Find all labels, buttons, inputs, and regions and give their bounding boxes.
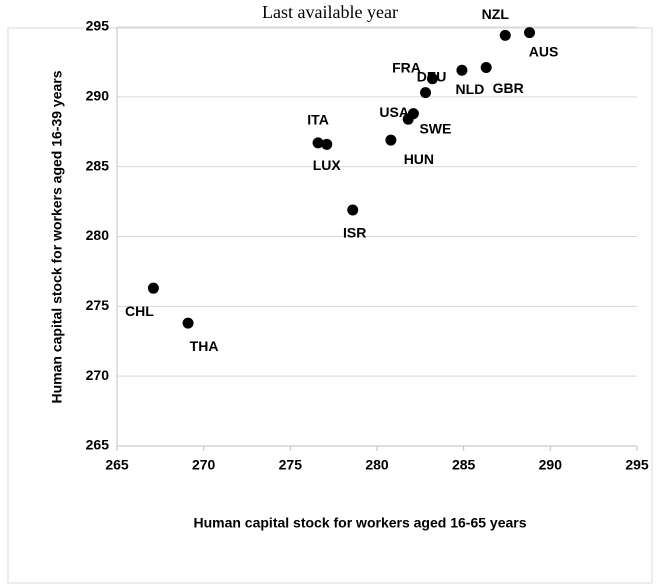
x-axis-title: Human capital stock for workers aged 16-… [193, 515, 526, 531]
point-label: HUN [404, 151, 434, 167]
point [182, 317, 194, 329]
point-label: AUS [529, 43, 559, 59]
chart-title: Last available year [262, 2, 398, 22]
x-tick-label: 280 [365, 457, 389, 473]
point [456, 64, 468, 76]
point [524, 27, 536, 39]
x-tick-label: 285 [452, 457, 476, 473]
point [426, 73, 438, 85]
point-label: SWE [419, 120, 451, 136]
point [385, 134, 397, 146]
x-tick-label: 295 [625, 457, 649, 473]
x-tick-label: 265 [105, 457, 129, 473]
y-tick-label: 265 [86, 437, 110, 453]
point [147, 282, 159, 294]
point [407, 108, 419, 120]
y-axis-title: Human capital stock for workers aged 16-… [49, 70, 65, 403]
x-tick-label: 270 [192, 457, 216, 473]
y-tick-label: 290 [86, 88, 110, 104]
y-tick-label: 285 [86, 157, 110, 173]
point-label: GBR [493, 80, 524, 96]
point [420, 87, 432, 99]
point-label: USA [379, 104, 409, 120]
y-tick-label: 275 [86, 297, 110, 313]
point-label: ITA [307, 112, 329, 128]
y-tick-label: 295 [86, 18, 110, 34]
x-tick-label: 290 [539, 457, 563, 473]
point [499, 29, 511, 41]
point-label: NZL [482, 6, 510, 22]
y-tick-label: 280 [86, 227, 110, 243]
point-label: THA [190, 338, 219, 354]
point-label: FRA [392, 59, 421, 75]
point [321, 138, 333, 150]
point [480, 62, 492, 74]
point [347, 204, 359, 216]
y-tick-label: 270 [86, 367, 110, 383]
point-label: NLD [456, 81, 485, 97]
point-label: ISR [343, 225, 366, 241]
chart-border [7, 27, 653, 584]
point-label: CHL [125, 303, 154, 319]
point [312, 137, 324, 149]
x-tick-label: 275 [279, 457, 303, 473]
point-label: LUX [313, 157, 342, 173]
